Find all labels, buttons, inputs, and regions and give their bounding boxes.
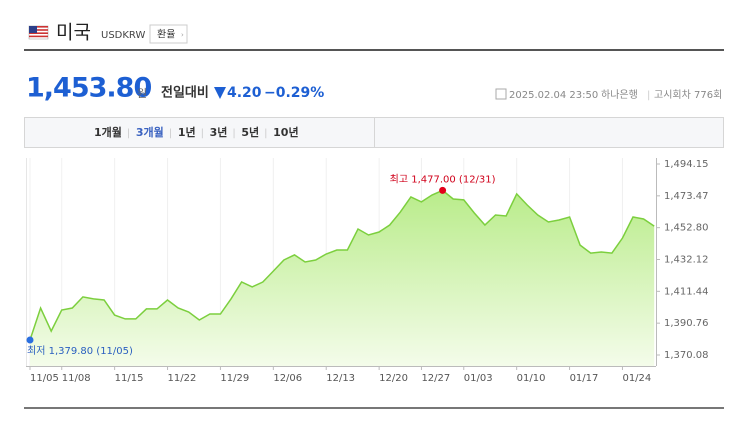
x-tick-label: 01/24 bbox=[622, 373, 651, 384]
fx-button-label[interactable]: 환율 bbox=[157, 29, 175, 41]
high-label: 최고 1,477.00 (12/31) bbox=[390, 173, 496, 185]
tab[interactable]: 3개월 bbox=[136, 125, 164, 139]
tab-separator: | bbox=[264, 128, 267, 139]
separator: | bbox=[647, 90, 650, 101]
calendar-icon bbox=[495, 88, 507, 100]
tab[interactable]: 3년 bbox=[210, 125, 228, 139]
tab[interactable]: 1년 bbox=[178, 125, 196, 139]
area bbox=[30, 190, 655, 366]
x-tick-label: 12/20 bbox=[379, 373, 408, 384]
x-tick-label: 01/03 bbox=[464, 373, 493, 384]
x-tick-label: 01/10 bbox=[517, 373, 546, 384]
x-tick-label: 11/05 bbox=[30, 373, 59, 384]
x-tick-label: 11/29 bbox=[220, 373, 249, 384]
price: 1,453.80 bbox=[26, 73, 151, 104]
change-pct: −0.29% bbox=[264, 85, 324, 101]
y-tick-label: 1,473.47 bbox=[664, 191, 709, 202]
change-label: 전일대비 bbox=[161, 85, 209, 101]
x-tick-label: 11/08 bbox=[62, 373, 91, 384]
code: USDKRW bbox=[101, 30, 145, 41]
header-rule bbox=[24, 49, 724, 51]
fx-button[interactable] bbox=[149, 24, 188, 44]
low-label: 최저 1,379.80 (11/05) bbox=[27, 345, 133, 357]
x-tick-label: 11/22 bbox=[168, 373, 197, 384]
datetime: 2025.02.04 23:50 bbox=[509, 90, 598, 101]
high-marker bbox=[439, 186, 447, 194]
change: 4.20 bbox=[227, 85, 262, 101]
y-tick-label: 1,452.80 bbox=[664, 223, 709, 234]
x-tick-label: 12/06 bbox=[273, 373, 302, 384]
x-tick-label: 01/17 bbox=[570, 373, 599, 384]
price-unit: 원 bbox=[137, 87, 147, 100]
button-arrow: › bbox=[181, 31, 184, 39]
flag bbox=[28, 25, 49, 40]
low-marker bbox=[26, 336, 34, 344]
tab-separator: | bbox=[232, 128, 235, 139]
tab-separator: | bbox=[127, 128, 130, 139]
line bbox=[29, 189, 655, 341]
y-tick-label: 1,432.12 bbox=[664, 254, 709, 265]
y-tick-label: 1,411.44 bbox=[664, 286, 709, 297]
tab-separator: | bbox=[201, 128, 204, 139]
x-tick-label: 12/13 bbox=[326, 373, 355, 384]
tab-separator: | bbox=[169, 128, 172, 139]
y-tick-label: 1,370.08 bbox=[664, 350, 709, 361]
y-tick-label: 1,494.15 bbox=[664, 159, 709, 170]
down-arrow bbox=[214, 87, 226, 99]
x-tick-label: 12/27 bbox=[421, 373, 450, 384]
round: 고시회차 776회 bbox=[654, 89, 722, 101]
title: 미국 bbox=[56, 22, 91, 44]
y-tick-label: 1,390.76 bbox=[664, 318, 709, 329]
tab[interactable]: 5년 bbox=[241, 125, 259, 139]
bank: 하나은행 bbox=[601, 88, 638, 101]
tab[interactable]: 1개월 bbox=[94, 125, 122, 139]
bottom-rule bbox=[24, 407, 724, 409]
tab[interactable]: 10년 bbox=[273, 125, 298, 139]
x-tick-label: 11/15 bbox=[115, 373, 144, 384]
